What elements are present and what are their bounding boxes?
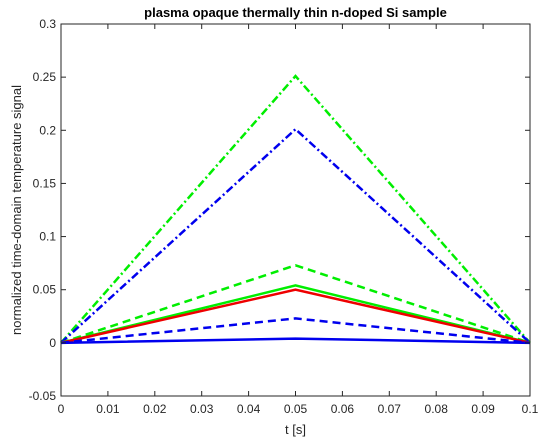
y-tick-label: 0.05	[33, 283, 57, 297]
y-tick-label: 0	[49, 336, 56, 350]
series-line-7	[60, 337, 531, 345]
x-tick-label: 0.1	[522, 402, 539, 416]
ticks-layer: 0 0.01 0.02 0.03 0.04 0.05 0.06 0.07 0.08 0.09 0.1…	[29, 17, 539, 416]
y-axis-label: normalized time-domain temperature signa…	[9, 85, 24, 335]
x-tick-label: 0.05	[284, 402, 308, 416]
x-tick-label: 0.07	[378, 402, 402, 416]
y-tick-label: 0.1	[39, 230, 56, 244]
x-axis-label: t [s]	[285, 422, 306, 437]
x-tick-label: 0	[58, 402, 65, 416]
plot-area	[61, 24, 530, 396]
x-tick-label: 0.01	[96, 402, 120, 416]
y-tick-label: -0.05	[29, 389, 57, 403]
series-line-5	[60, 288, 531, 345]
x-tick-label: 0.09	[471, 402, 495, 416]
plot-frame	[60, 23, 531, 397]
x-tick-label: 0.08	[425, 402, 449, 416]
x-tick-label: 0.02	[143, 402, 167, 416]
y-tick-label: 0.3	[39, 17, 56, 31]
y-tick-label: 0.15	[33, 176, 57, 190]
series-line-3	[60, 263, 531, 345]
x-tick-label: 0.06	[331, 402, 355, 416]
x-tick-label: 0.03	[190, 402, 214, 416]
series-line-2	[60, 127, 531, 344]
y-tick-label: 0.2	[39, 123, 56, 137]
series-layer	[60, 74, 531, 345]
series-line-1	[60, 74, 531, 344]
chart-title: plasma opaque thermally thin n-doped Si …	[144, 5, 447, 20]
series-line-6	[60, 317, 531, 345]
series-line-4	[60, 284, 531, 345]
x-tick-label: 0.04	[237, 402, 261, 416]
y-tick-label: 0.25	[33, 70, 57, 84]
